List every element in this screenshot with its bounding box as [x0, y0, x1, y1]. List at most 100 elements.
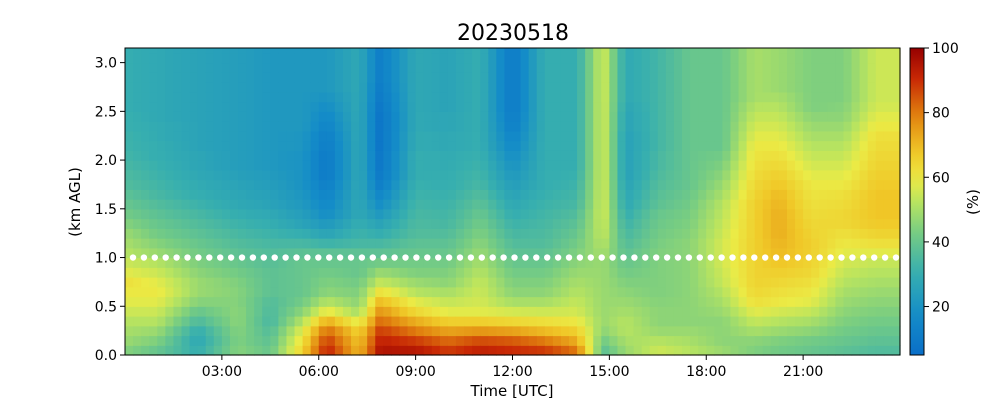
heatmap-cell — [577, 267, 586, 278]
heatmap-cell — [351, 48, 360, 54]
heatmap-cell — [391, 325, 401, 337]
heatmap-cell — [891, 247, 901, 259]
heatmap-cell — [359, 228, 368, 239]
heatmap-cell — [246, 238, 255, 249]
heatmap-cell — [318, 140, 328, 151]
heatmap-cell — [512, 208, 522, 220]
heatmap-cell — [665, 140, 675, 151]
heatmap-cell — [601, 345, 610, 356]
heatmap-cell — [310, 345, 320, 356]
heatmap-cell — [593, 140, 602, 151]
heatmap-cell — [149, 218, 158, 229]
heatmap-cell — [399, 150, 409, 161]
heatmap-cell — [835, 101, 845, 112]
heatmap-cell — [302, 208, 312, 220]
heatmap-cell — [883, 48, 893, 54]
heatmap-cell — [286, 82, 296, 93]
reference-line-dot — [380, 254, 387, 261]
heatmap-cell — [811, 286, 820, 298]
heatmap-cell — [278, 169, 288, 181]
heatmap-cell — [318, 325, 328, 337]
heatmap-cell — [786, 111, 796, 122]
heatmap-cell — [625, 257, 635, 268]
heatmap-cell — [447, 316, 457, 327]
heatmap-cell — [181, 189, 191, 200]
heatmap-cell — [286, 52, 296, 64]
heatmap-cell — [512, 277, 522, 288]
heatmap-cell — [181, 218, 191, 229]
heatmap-cell — [891, 189, 901, 200]
heatmap-cell — [383, 52, 392, 64]
heatmap-cell — [544, 199, 554, 210]
heatmap-cell — [415, 62, 425, 73]
heatmap-cell — [665, 277, 675, 288]
heatmap-cell — [488, 325, 497, 337]
heatmap-cell — [246, 189, 255, 200]
heatmap-cell — [496, 91, 506, 103]
heatmap-cell — [480, 306, 489, 317]
reference-line-dot — [794, 254, 802, 261]
heatmap-cell — [310, 277, 320, 288]
heatmap-cell — [875, 62, 885, 73]
heatmap-cell — [795, 72, 804, 83]
heatmap-cell — [238, 179, 247, 190]
heatmap-cell — [173, 345, 183, 356]
heatmap-cell — [609, 150, 619, 161]
heatmap-cell — [221, 199, 231, 210]
heatmap-cell — [157, 306, 166, 317]
heatmap-cell — [423, 179, 433, 190]
heatmap-cell — [673, 286, 683, 298]
heatmap-cell — [778, 91, 788, 103]
heatmap-cell — [738, 140, 748, 151]
heatmap-cell — [585, 267, 594, 278]
heatmap-cell — [770, 257, 780, 268]
heatmap-cell — [480, 121, 489, 132]
heatmap-cell — [827, 72, 837, 83]
heatmap-cell — [560, 286, 570, 298]
heatmap-cell — [714, 208, 723, 220]
heatmap-cell — [528, 228, 538, 239]
heatmap-cell — [827, 101, 837, 112]
heatmap-cell — [238, 218, 247, 229]
heatmap-cell — [221, 296, 231, 307]
heatmap-cell — [270, 228, 279, 239]
heatmap-cell — [585, 306, 594, 317]
heatmap-cell — [431, 72, 441, 83]
heatmap-cell — [326, 286, 336, 298]
heatmap-cell — [229, 267, 239, 278]
heatmap-cell — [528, 91, 538, 103]
heatmap-cell — [762, 199, 772, 210]
heatmap-cell — [843, 286, 853, 298]
heatmap-cell — [560, 169, 570, 181]
heatmap-cell — [544, 52, 554, 64]
heatmap-cell — [504, 325, 514, 337]
heatmap-cell — [754, 277, 764, 288]
heatmap-cell — [310, 111, 320, 122]
heatmap-cell — [883, 277, 893, 288]
heatmap-cell — [165, 345, 175, 356]
heatmap-cell — [682, 199, 691, 210]
heatmap-cell — [722, 72, 732, 83]
heatmap-cell — [811, 325, 820, 337]
heatmap-cell — [698, 218, 707, 229]
heatmap-cell — [326, 208, 336, 220]
heatmap-cell — [359, 48, 368, 54]
heatmap-cell — [455, 150, 465, 161]
heatmap-cell — [730, 160, 740, 171]
heatmap-cell — [334, 101, 344, 112]
heatmap-cell — [189, 306, 199, 317]
heatmap-cell — [375, 150, 384, 161]
y-tick-label: 1.0 — [95, 251, 117, 267]
heatmap-cell — [310, 189, 320, 200]
heatmap-cell — [577, 228, 586, 239]
heatmap-cell — [286, 111, 296, 122]
heatmap-cell — [488, 208, 497, 220]
heatmap-cell — [447, 199, 457, 210]
heatmap-cell — [464, 179, 473, 190]
heatmap-cell — [875, 257, 885, 268]
heatmap-cell — [601, 72, 610, 83]
heatmap-cell — [399, 160, 409, 171]
heatmap-cell — [786, 121, 796, 132]
heatmap-cell — [133, 296, 142, 307]
heatmap-cell — [407, 247, 417, 259]
